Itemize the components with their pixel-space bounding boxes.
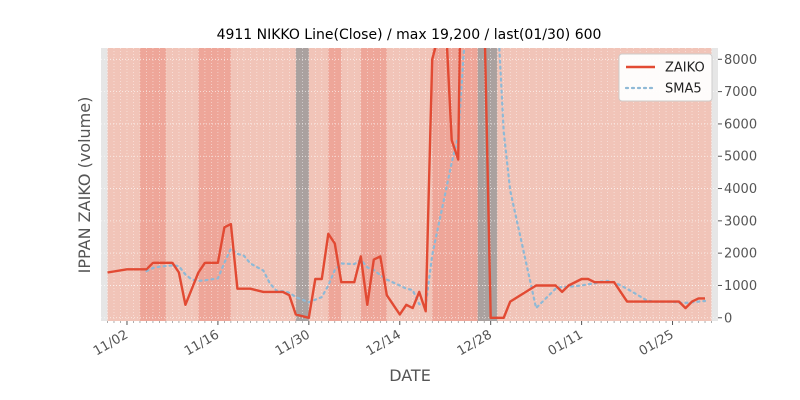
zaiko-line <box>107 48 705 319</box>
shade-band-band <box>139 48 166 321</box>
x-tick-label: 11/02 <box>91 327 131 359</box>
legend-label: SMA5 <box>665 82 702 97</box>
x-tick-label: 11/16 <box>182 327 222 359</box>
plot-background <box>101 48 718 321</box>
shade-edge-left <box>101 48 108 321</box>
y-tick-label: 3000 <box>724 214 757 229</box>
x-axis-title: DATE <box>389 366 431 385</box>
y-tick-label: 7000 <box>724 85 757 100</box>
series-layer <box>107 48 707 319</box>
y-tick-label: 8000 <box>724 53 757 68</box>
x-axis: 11/02 11/16 11/30 12/14 12/28 01/11 01/25 <box>91 321 712 359</box>
chart-title: 4911 NIKKO Line(Close) / max 19,200 / la… <box>217 27 602 43</box>
shade-band-band <box>198 48 231 321</box>
legend-label: ZAIKO <box>665 61 705 76</box>
x-tick-label: 01/25 <box>637 327 677 359</box>
y-tick-label: 5000 <box>724 150 757 165</box>
y-tick-label: 2000 <box>724 247 757 262</box>
shade-band-dark <box>295 48 309 321</box>
x-tick-label: 12/14 <box>364 327 404 359</box>
legend-box <box>618 53 713 102</box>
y-tick-label: 1000 <box>724 279 757 294</box>
y-tick-label: 0 <box>724 311 732 326</box>
x-tick-label: 11/30 <box>273 327 313 359</box>
y-axis: 0 1000 2000 3000 4000 5000 6000 7000 8000 <box>718 53 757 326</box>
shade-band-band <box>432 48 478 321</box>
legend: ZAIKO SMA5 <box>618 53 713 102</box>
x-tick-label: 01/11 <box>546 327 586 359</box>
shade-band-band <box>328 48 342 321</box>
shade-edge-right <box>711 48 718 321</box>
y-tick-label: 6000 <box>724 117 757 132</box>
x-tick-label: 12/28 <box>455 327 495 359</box>
y-tick-label: 4000 <box>724 182 757 197</box>
y-axis-title: IPPAN ZAIKO (volume) <box>75 97 94 274</box>
